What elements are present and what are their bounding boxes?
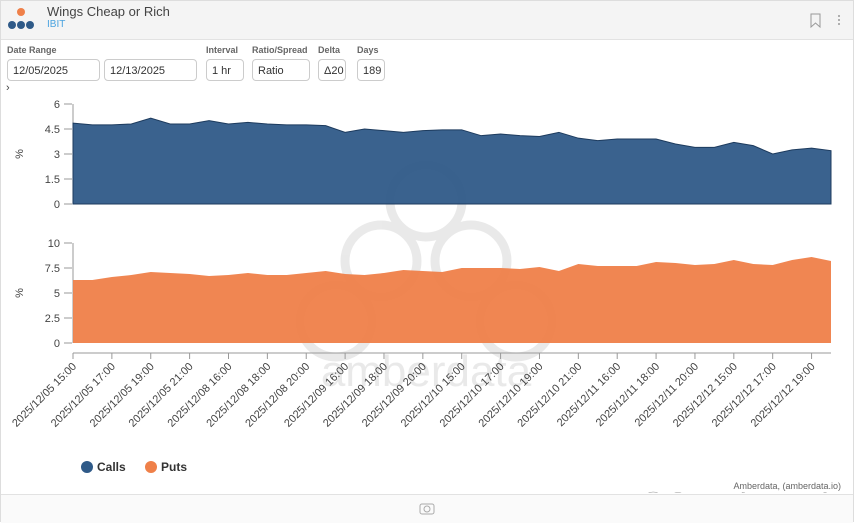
y-axis-label: % xyxy=(14,149,26,159)
watermark-logo-text: amberdata xyxy=(321,347,532,396)
control: Delta Δ20 xyxy=(318,45,346,81)
y-tick-label: 4.5 xyxy=(45,124,60,136)
legend-marker xyxy=(145,461,157,473)
title: Wings Cheap or Rich xyxy=(47,4,170,19)
area xyxy=(73,257,831,343)
control: Ratio/Spread Ratio xyxy=(252,45,310,81)
y-tick-label: 5 xyxy=(54,288,60,300)
expand-arrow[interactable]: › xyxy=(6,82,10,94)
y-tick-label: 3 xyxy=(54,149,60,161)
x-tick-label: 2025/12/05 15:00 xyxy=(10,361,79,430)
footer xyxy=(1,494,853,523)
chart: › amberdata 0 1.5 3 4.5 6% 0 2.5 5 7.5 10% 2025/12/… xyxy=(6,82,841,493)
control-input[interactable]: 12/05/2025 xyxy=(7,59,100,81)
logo xyxy=(8,8,34,29)
watermark: @ Crypto Lovers_1 xyxy=(641,488,831,493)
control-label: Delta xyxy=(318,45,341,55)
control-label: Date Range xyxy=(7,45,57,55)
y-tick-label: 1.5 xyxy=(45,174,60,186)
legend-marker xyxy=(81,461,93,473)
legend-label: Calls xyxy=(97,460,126,474)
area xyxy=(72,117,832,205)
control-label: Ratio/Spread xyxy=(252,45,308,55)
y-tick-label: 7.5 xyxy=(45,263,60,275)
camera-icon[interactable] xyxy=(1,495,853,523)
y-tick-label: 0 xyxy=(54,338,60,350)
control: Date Range 12/05/2025 xyxy=(7,45,100,81)
y-tick-label: 6 xyxy=(54,99,60,111)
header: Wings Cheap or Rich IBIT xyxy=(1,1,853,40)
control: 12/13/2025 xyxy=(104,45,197,81)
credit: Amberdata, (amberdata.io) xyxy=(733,481,841,491)
y-tick-label: 2.5 xyxy=(45,313,60,325)
control: Interval 1 hr xyxy=(206,45,244,81)
control-label: Days xyxy=(357,45,379,55)
control-input[interactable]: 12/13/2025 xyxy=(104,59,197,81)
control-input[interactable]: Ratio xyxy=(252,59,310,81)
control-label: Interval xyxy=(206,45,239,55)
control: Days 189 xyxy=(357,45,385,81)
y-tick-label: 10 xyxy=(48,238,60,250)
legend-label: Puts xyxy=(161,460,187,474)
y-tick-label: 0 xyxy=(54,199,60,211)
subtitle: IBIT xyxy=(47,19,66,30)
control-input[interactable]: 189 xyxy=(357,59,385,81)
control-input[interactable]: Δ20 xyxy=(318,59,346,81)
control-input[interactable]: 1 hr xyxy=(206,59,244,81)
y-axis-label: % xyxy=(14,288,26,298)
